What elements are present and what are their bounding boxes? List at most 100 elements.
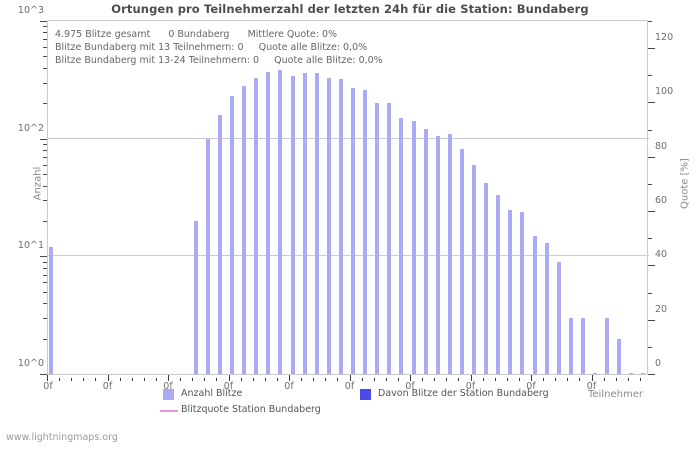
annotation-line-1: 4.975 Blitze gesamt 0 Bundaberg Mittlere… bbox=[55, 29, 338, 40]
x-tickmark-minor bbox=[385, 378, 387, 381]
legend-label-2[interactable]: Davon Blitze der Station Bundaberg bbox=[378, 388, 549, 399]
bar bbox=[375, 103, 380, 374]
y-right-tickmark-major bbox=[648, 48, 655, 50]
footer-attribution: www.lightningmaps.org bbox=[6, 432, 118, 443]
x-tickmark-minor bbox=[446, 378, 448, 381]
annotation-line-2: Blitze Bundaberg mit 13 Teilnehmern: 0 Q… bbox=[55, 42, 368, 53]
bar bbox=[641, 373, 646, 374]
x-tickmark-minor bbox=[397, 378, 399, 381]
y-axis-right-ticklabels: 120 100 80 60 40 20 0 bbox=[655, 20, 695, 375]
x-tickmark-minor bbox=[518, 378, 520, 381]
bar bbox=[278, 70, 283, 374]
bar bbox=[338, 79, 343, 374]
x-tickmark-minor bbox=[603, 378, 605, 381]
x-tickmark-minor bbox=[83, 378, 85, 381]
bar bbox=[629, 373, 634, 374]
annotation-block: 4.975 Blitze gesamt 0 Bundaberg Mittlere… bbox=[55, 28, 615, 67]
x-tickmark-major bbox=[168, 375, 169, 381]
x-tickmark-minor bbox=[494, 378, 496, 381]
x-tickmark-major bbox=[470, 375, 472, 381]
bar bbox=[580, 317, 585, 374]
y-left-tickmark-minor bbox=[43, 56, 47, 58]
x-tickmark-minor bbox=[361, 378, 363, 381]
x-tickmark-minor bbox=[373, 378, 375, 381]
y-right-tick-label: 80 bbox=[655, 140, 668, 152]
y-left-tickmark-minor bbox=[43, 156, 47, 158]
y-axis-left-tickmarks bbox=[40, 20, 47, 375]
y-right-tickmark-major bbox=[648, 374, 655, 375]
x-tickmark-minor bbox=[204, 378, 206, 381]
y-left-tickmark-minor bbox=[43, 174, 47, 176]
y-left-tickmark-minor bbox=[43, 317, 47, 319]
x-tickmark-minor bbox=[579, 378, 581, 381]
x-tickmark-major bbox=[289, 375, 290, 381]
x-tickmark-minor bbox=[143, 378, 145, 381]
y-left-tickmark-minor bbox=[43, 164, 47, 166]
bar-series bbox=[48, 21, 647, 374]
x-tickmark-minor bbox=[71, 378, 73, 381]
y-right-tickmark-minor bbox=[648, 75, 652, 77]
bar bbox=[266, 71, 271, 374]
x-tickmark-minor bbox=[216, 378, 218, 381]
legend-label-3[interactable]: Blitzquote Station Bundaberg bbox=[181, 404, 321, 415]
bar bbox=[496, 195, 501, 374]
y-right-tick-label: 0 bbox=[655, 358, 662, 369]
legend-label-1[interactable]: Anzahl Blitze bbox=[181, 388, 243, 399]
x-tickmark-minor bbox=[313, 378, 315, 381]
bar bbox=[520, 211, 525, 374]
y-left-tick-label: 10^2 bbox=[17, 122, 44, 134]
bar bbox=[605, 317, 610, 374]
y-right-tick-label: 20 bbox=[655, 303, 668, 315]
x-tick-label: 0f bbox=[526, 381, 536, 392]
y-right-tickmark-minor bbox=[648, 346, 652, 348]
y-left-tickmark-minor bbox=[43, 200, 47, 202]
y-left-tickmark-minor bbox=[43, 67, 47, 69]
bar bbox=[556, 261, 561, 374]
x-tickmark-minor bbox=[555, 378, 557, 381]
y-right-tickmark-minor bbox=[648, 238, 652, 240]
y-left-tickmark-minor bbox=[43, 185, 47, 187]
bar bbox=[484, 183, 489, 374]
bar bbox=[230, 96, 234, 374]
x-axis-label: Teilnehmer bbox=[588, 389, 643, 400]
x-tickmark-minor bbox=[567, 378, 569, 381]
x-tick-label: 0f bbox=[465, 381, 476, 392]
y-left-tickmark-minor bbox=[43, 267, 47, 269]
bar bbox=[423, 129, 428, 374]
y-axis-right-tickmarks bbox=[648, 20, 655, 375]
x-tickmark-minor bbox=[252, 378, 254, 381]
legend-swatch-1 bbox=[163, 389, 174, 400]
x-tickmark-minor bbox=[325, 378, 327, 381]
bar bbox=[242, 86, 247, 374]
bar bbox=[508, 209, 513, 374]
x-tickmark-minor bbox=[337, 378, 339, 381]
x-tickmark-major bbox=[591, 375, 593, 381]
x-tickmark-minor bbox=[615, 378, 617, 381]
y-right-tick-label: 100 bbox=[655, 86, 674, 98]
bar bbox=[399, 117, 404, 374]
x-tickmark-minor bbox=[95, 378, 97, 381]
bar bbox=[326, 77, 331, 374]
y-left-tickmark-minor bbox=[43, 150, 47, 152]
y-left-tickmark-minor bbox=[43, 144, 47, 146]
bar bbox=[205, 138, 210, 374]
bar bbox=[387, 103, 392, 374]
x-tickmark-minor bbox=[422, 378, 424, 381]
x-tick-label: 0f bbox=[223, 381, 234, 392]
y-left-tickmark-minor bbox=[43, 39, 47, 41]
gridline bbox=[48, 255, 649, 257]
y-right-tick-label: 40 bbox=[655, 249, 668, 261]
y-axis-left-label: Anzahl bbox=[32, 166, 44, 201]
y-right-tickmark-minor bbox=[648, 129, 652, 131]
y-right-tickmark-major bbox=[648, 156, 655, 158]
bar bbox=[254, 77, 259, 374]
y-left-tickmark-minor bbox=[43, 82, 47, 84]
page-title: Ortungen pro Teilnehmerzahl der letzten … bbox=[111, 2, 589, 16]
y-right-tickmark-minor bbox=[648, 21, 652, 22]
y-left-tickmark-major bbox=[40, 374, 47, 375]
x-tickmark-minor bbox=[543, 378, 545, 381]
x-axis-tickmarks bbox=[47, 375, 648, 381]
y-left-tickmark-minor bbox=[43, 220, 47, 222]
x-tickmark-minor bbox=[264, 378, 266, 381]
